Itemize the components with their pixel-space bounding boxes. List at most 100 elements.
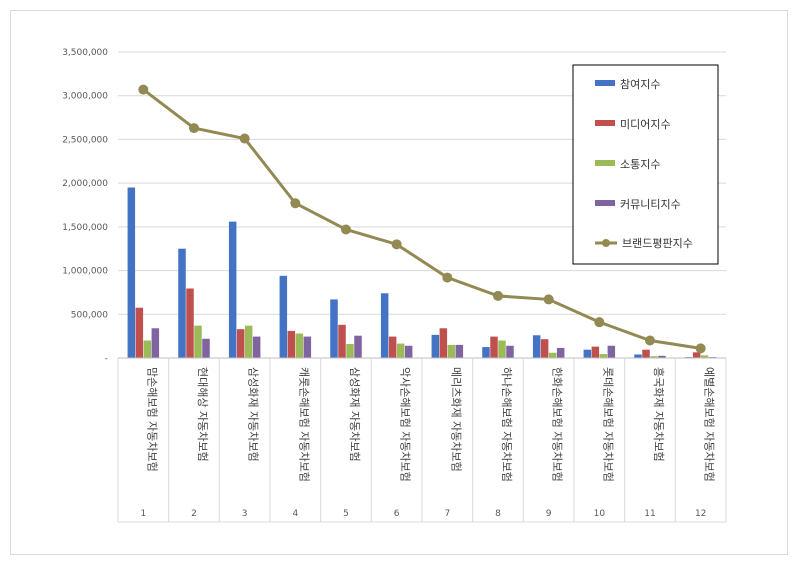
y-tick-label: 2,000,000 — [62, 179, 108, 189]
bar — [591, 346, 600, 358]
category-label: 예별손해보험 자동차보험 — [703, 367, 717, 482]
bar — [556, 347, 565, 358]
line-point — [290, 198, 301, 209]
bar — [151, 328, 160, 358]
y-tick-label: 500,000 — [71, 310, 108, 320]
legend-label: 커뮤니티지수 — [620, 198, 681, 211]
bar — [338, 324, 346, 358]
bar — [506, 345, 514, 358]
category-label: 현대해상 자동차보험 — [196, 367, 210, 462]
bar — [330, 299, 338, 358]
bar — [650, 356, 658, 358]
bar — [447, 344, 456, 358]
category-label: 캐롯손해보험 자동차보험 — [297, 367, 311, 482]
category-index: 6 — [394, 509, 400, 519]
bar — [548, 352, 557, 358]
category-index: 11 — [644, 509, 655, 519]
bar — [658, 355, 666, 358]
bar — [455, 344, 464, 358]
line-point — [695, 343, 706, 354]
y-tick-label: 2,500,000 — [62, 135, 108, 145]
bar-series — [127, 187, 717, 358]
category-label: 삼성화재 자동차보험 — [348, 367, 361, 462]
bar — [354, 335, 362, 358]
bar — [583, 349, 592, 358]
legend-label: 미디어지수 — [620, 118, 671, 131]
y-tick-label: 1,000,000 — [62, 267, 108, 277]
category-index: 3 — [242, 509, 248, 519]
category-index: 9 — [546, 509, 552, 519]
legend-line-marker — [602, 239, 610, 247]
bar — [380, 293, 389, 358]
legend-swatch — [595, 160, 615, 166]
line-point — [493, 290, 503, 301]
bar — [143, 340, 152, 358]
line-point — [239, 133, 250, 144]
bar — [404, 345, 413, 358]
line-point — [341, 224, 351, 235]
line-point — [138, 84, 149, 95]
category-index: 12 — [695, 509, 706, 519]
reputation-line — [142, 88, 701, 350]
category-index: 2 — [191, 509, 197, 519]
line-point — [594, 317, 605, 328]
bar — [396, 343, 405, 358]
category-label: 메리츠화재 자동차보험 — [449, 367, 462, 472]
bar — [490, 336, 498, 358]
bar — [244, 325, 253, 358]
bar — [607, 345, 616, 358]
line-point — [543, 294, 554, 305]
bar — [692, 352, 701, 358]
bar — [303, 336, 312, 358]
line-point — [442, 272, 453, 283]
category-index: 10 — [594, 509, 606, 519]
line-point — [189, 123, 199, 134]
legend-label: 브랜드평판지수 — [622, 237, 693, 250]
y-tick-label: - — [105, 354, 108, 364]
bar — [252, 336, 261, 358]
category-label: 삼성화재 자동차보험 — [247, 367, 260, 462]
bar — [540, 339, 549, 358]
bar — [279, 275, 288, 358]
category-index: 1 — [140, 509, 146, 519]
bar — [178, 248, 186, 358]
bar — [498, 340, 506, 358]
legend-label: 소통지수 — [620, 158, 660, 171]
bar — [346, 344, 354, 358]
bar — [135, 307, 144, 358]
category-label: 한화손해보험 자동차보험 — [551, 367, 565, 482]
bar — [482, 347, 490, 358]
line-series — [138, 84, 706, 354]
category-index: 5 — [343, 509, 349, 519]
y-axis: - 500,000 1,000,000 1,500,000 2,000,000 2,500… — [62, 48, 108, 364]
y-tick-label: 3,500,000 — [62, 48, 108, 58]
y-tick-label: 3,000,000 — [62, 92, 108, 102]
bar — [431, 334, 440, 358]
bar — [194, 325, 202, 358]
category-label: 롯데손해보험 자동차보험 — [601, 367, 615, 482]
bar — [236, 329, 245, 358]
bar — [700, 355, 709, 358]
legend-swatch — [595, 80, 615, 86]
category-index: 7 — [444, 509, 450, 519]
legend-swatch — [595, 200, 615, 206]
category-label: 하나손해보험 자동차보험 — [500, 367, 514, 482]
bar — [186, 288, 194, 358]
category-index: 8 — [495, 509, 501, 519]
line-point — [645, 335, 655, 346]
line-point — [391, 239, 402, 250]
bar — [634, 354, 642, 358]
bar — [388, 336, 397, 358]
x-axis: 맘손해보험 자동차보험 1 현대해상 자동차보험 2 삼성화재 자동차보험 3 캐롯손해보험… — [117, 357, 727, 523]
legend-swatch — [595, 120, 615, 126]
y-tick-label: 1,500,000 — [62, 223, 108, 233]
bar — [127, 187, 136, 358]
category-label: 맘손해보험 자동차보험 — [145, 367, 159, 472]
bar — [202, 338, 210, 358]
bar — [599, 354, 608, 358]
category-label: 악사손해보험 자동차보험 — [399, 367, 413, 482]
bar — [228, 221, 237, 358]
bar — [642, 349, 650, 358]
category-index: 4 — [292, 509, 298, 519]
